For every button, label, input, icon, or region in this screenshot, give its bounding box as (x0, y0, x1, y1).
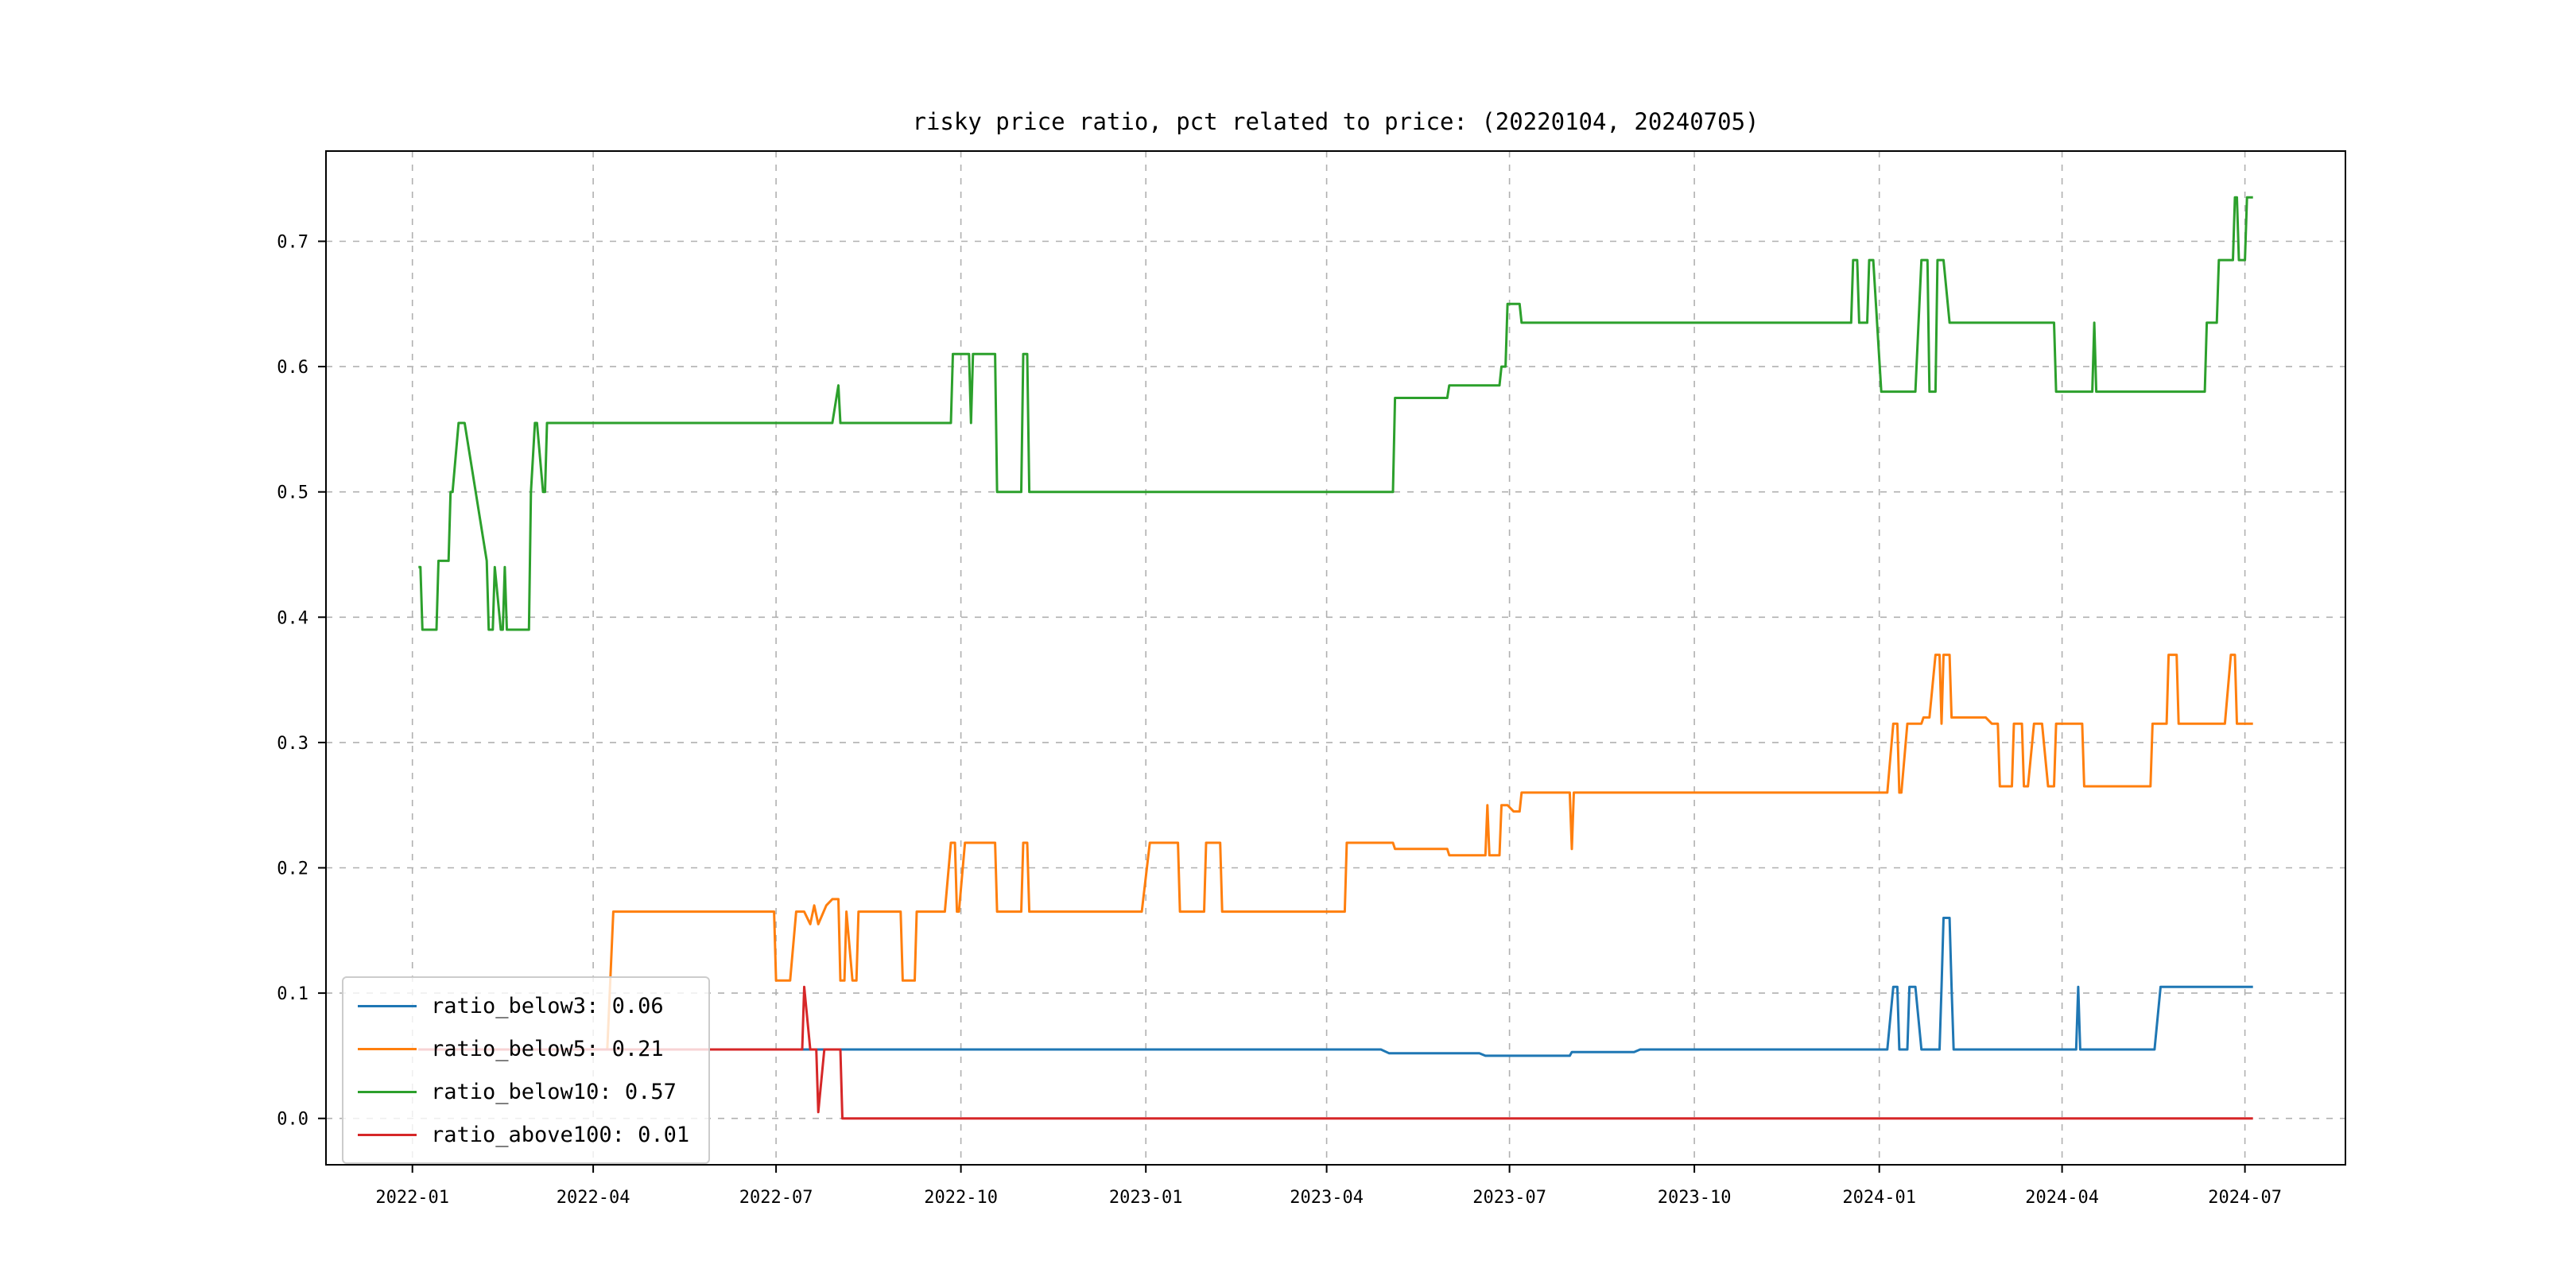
x-tick-label: 2023-04 (1290, 1188, 1364, 1208)
y-tick-label: 0.5 (277, 483, 308, 503)
legend-item: ratio_below3: 0.06 (358, 984, 689, 1027)
legend-line-sample (358, 1047, 417, 1050)
series-group (418, 196, 2253, 1120)
y-tick-label: 0.0 (277, 1110, 308, 1130)
y-tick-label: 0.4 (277, 608, 308, 628)
legend-label: ratio_below3: 0.06 (431, 993, 664, 1018)
chart-title: risky price ratio, pct related to price:… (912, 108, 1759, 135)
legend-line-sample (358, 1133, 417, 1136)
x-tick-label: 2023-01 (1109, 1188, 1183, 1208)
legend-label: ratio_above100: 0.01 (431, 1122, 690, 1147)
y-tick-label: 0.3 (277, 734, 308, 754)
legend: ratio_below3: 0.06 ratio_below5: 0.21 ra… (342, 976, 711, 1164)
series-line-ratio_below3 (418, 917, 2253, 1057)
x-tick-label: 2024-01 (1842, 1188, 1916, 1208)
x-tick-label: 2022-07 (739, 1188, 813, 1208)
legend-line-sample (358, 1090, 417, 1093)
x-tick-label: 2023-10 (1658, 1188, 1732, 1208)
y-tick-label: 0.6 (277, 358, 308, 378)
legend-label: ratio_below10: 0.57 (431, 1079, 677, 1104)
legend-line-sample (358, 1004, 417, 1007)
axis-ticks: 2022-01 2022-04 2022-07 2022-10 2023-01 2023-… (277, 233, 2282, 1208)
x-tick-label: 2022-04 (557, 1188, 630, 1208)
series-line-ratio_below10 (418, 196, 2253, 631)
legend-item: ratio_below5: 0.21 (358, 1027, 689, 1070)
legend-item: ratio_below10: 0.57 (358, 1070, 689, 1113)
x-tick-label: 2023-07 (1472, 1188, 1546, 1208)
series-line-ratio_above100 (418, 985, 2253, 1120)
legend-label: ratio_below5: 0.21 (431, 1036, 664, 1061)
y-tick-label: 0.7 (277, 233, 308, 253)
y-tick-label: 0.1 (277, 984, 308, 1004)
series-line-ratio_below5 (418, 654, 2253, 1051)
axes-box (325, 150, 2346, 1166)
x-tick-label: 2024-04 (2025, 1188, 2099, 1208)
y-tick-label: 0.2 (277, 859, 308, 879)
x-tick-label: 2022-10 (924, 1188, 998, 1208)
x-tick-label: 2022-01 (375, 1188, 449, 1208)
x-tick-label: 2024-07 (2208, 1188, 2282, 1208)
legend-item: ratio_above100: 0.01 (358, 1113, 689, 1156)
